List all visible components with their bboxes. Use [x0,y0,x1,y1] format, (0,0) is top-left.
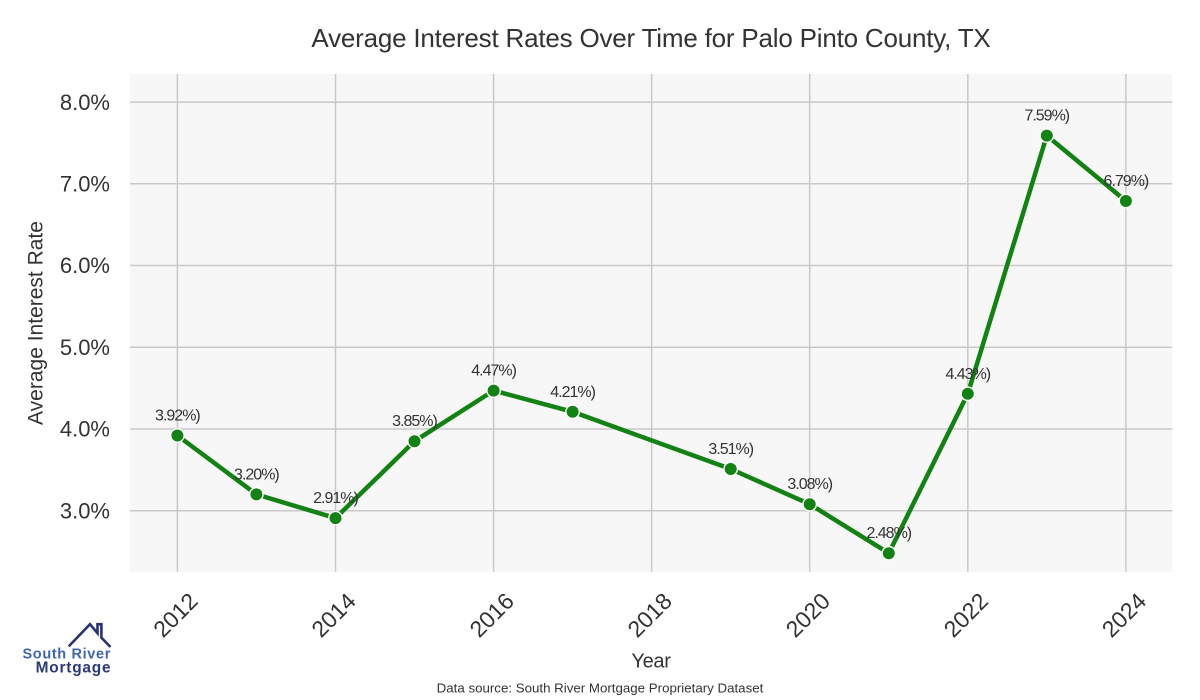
svg-text:Data source: South River Mortg: Data source: South River Mortgage Propri… [437,681,764,696]
svg-text:6.79%): 6.79%) [1104,173,1149,190]
svg-text:2.91%): 2.91%) [313,490,358,507]
svg-text:4.21%): 4.21%) [550,384,595,401]
svg-text:2020: 2020 [780,588,835,643]
svg-text:4.43%): 4.43%) [945,366,990,383]
svg-text:2022: 2022 [939,588,994,643]
svg-text:Mortgage: Mortgage [36,660,112,677]
svg-text:2012: 2012 [148,588,203,643]
svg-text:Average Interest Rate: Average Interest Rate [24,221,47,425]
svg-text:3.20%): 3.20%) [234,466,279,483]
svg-text:6.0%: 6.0% [60,253,110,278]
svg-text:5.0%: 5.0% [60,335,110,360]
svg-text:2024: 2024 [1097,588,1152,643]
svg-text:2016: 2016 [464,588,519,643]
svg-text:Average Interest Rates Over Ti: Average Interest Rates Over Time for Pal… [311,23,990,53]
svg-text:4.0%: 4.0% [60,417,110,442]
svg-text:2014: 2014 [306,588,361,643]
svg-text:3.08%): 3.08%) [787,476,832,493]
svg-text:7.59%): 7.59%) [1024,108,1069,125]
svg-text:2018: 2018 [622,588,677,643]
svg-text:3.85%): 3.85%) [392,413,437,430]
svg-text:3.92%): 3.92%) [155,408,200,425]
svg-text:2.48%): 2.48%) [866,525,911,542]
svg-text:3.0%: 3.0% [60,498,110,523]
svg-text:South River: South River [22,647,111,663]
svg-text:4.47%): 4.47%) [471,363,516,380]
svg-text:8.0%: 8.0% [60,90,110,115]
svg-text:3.51%): 3.51%) [708,441,753,458]
svg-text:7.0%: 7.0% [60,172,110,197]
svg-text:Year: Year [631,651,671,673]
